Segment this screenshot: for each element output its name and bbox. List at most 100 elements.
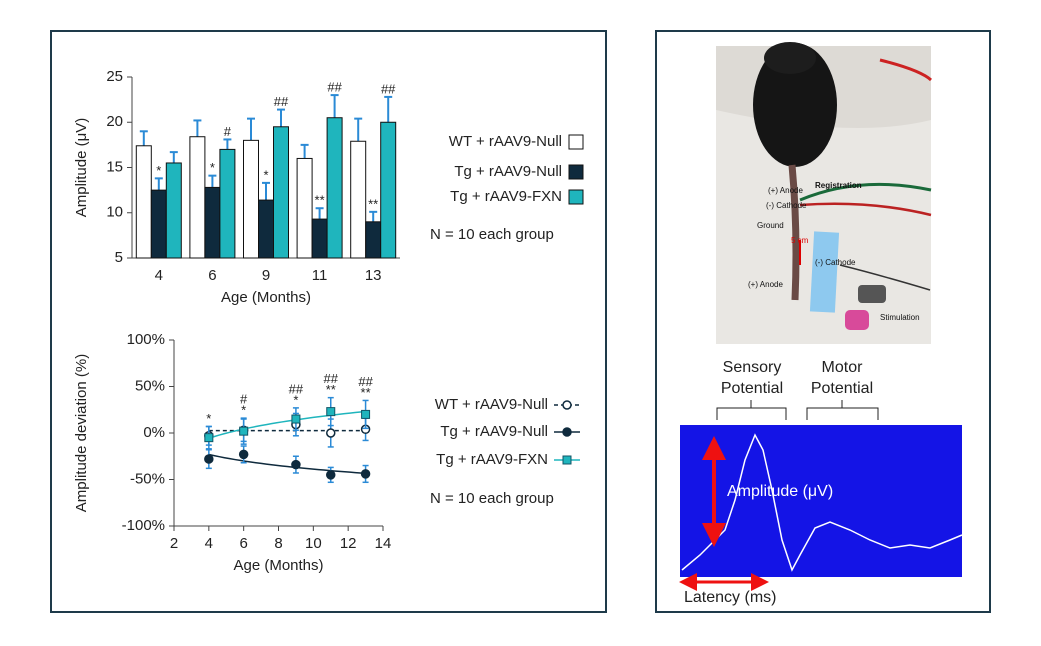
left-panel — [50, 30, 607, 613]
annotation: * — [293, 392, 298, 407]
bar — [219, 148, 236, 259]
bar — [189, 136, 206, 259]
legend-label: Tg + rAAV9-Null — [440, 423, 548, 440]
point — [361, 409, 371, 419]
annotation: ## — [324, 371, 339, 386]
annotation: * — [263, 167, 268, 182]
brace — [716, 400, 879, 420]
photo-label: Stimulation — [880, 313, 920, 322]
x-tick-label: 14 — [375, 535, 392, 552]
point — [239, 426, 249, 436]
y-tick-label: 0% — [143, 424, 165, 441]
legend-marker — [562, 400, 572, 410]
point — [326, 470, 336, 480]
bar — [165, 162, 182, 259]
y-tick-label: 20 — [106, 113, 123, 130]
point — [291, 414, 301, 424]
osc-label: Amplitude (μV) — [727, 483, 833, 500]
annotation: * — [241, 403, 246, 418]
bar — [296, 157, 313, 259]
bar — [326, 117, 343, 259]
y-tick-label: -100% — [122, 517, 165, 534]
bar — [311, 218, 328, 259]
bar — [135, 145, 152, 259]
trend-line — [208, 453, 366, 475]
legend-swatch — [568, 164, 584, 180]
legend-marker — [562, 427, 572, 437]
bar — [258, 199, 274, 259]
x-tick-label: 4 — [155, 267, 163, 284]
photo-label: (-) Cathode — [766, 201, 807, 210]
annotation: # — [240, 392, 248, 407]
point — [360, 469, 371, 479]
annotation: ** — [361, 385, 371, 400]
point — [326, 407, 336, 417]
point — [291, 459, 301, 470]
x-tick-label: 9 — [262, 267, 270, 284]
annotation: ## — [327, 80, 342, 95]
osc-label: Motor — [822, 359, 864, 376]
osc-label: Potential — [811, 380, 873, 397]
photo-label: (+) Anode — [748, 280, 783, 289]
bar — [350, 140, 367, 259]
annotation: * — [210, 160, 215, 175]
oscilloscope — [680, 425, 962, 577]
x-tick-label: 2 — [170, 535, 178, 552]
annotation: ** — [368, 196, 378, 211]
photo-label: (-) Cathode — [815, 258, 856, 267]
bar — [380, 121, 397, 259]
annotation: # — [224, 124, 232, 139]
bar — [273, 126, 289, 259]
point — [238, 449, 249, 460]
annotation: ## — [274, 94, 289, 109]
photo-label: 5 cm — [791, 236, 809, 245]
point — [204, 454, 214, 464]
annotation: ** — [315, 193, 325, 208]
x-axis-label: Age (Months) — [233, 557, 323, 574]
annotation: ## — [289, 381, 304, 396]
osc-label: Latency (ms) — [684, 589, 776, 606]
x-tick-label: 13 — [365, 267, 382, 284]
x-tick-label: 4 — [205, 535, 213, 552]
legend-label: WT + rAAV9-Null — [435, 396, 548, 413]
y-axis-label: Amplitude deviation (%) — [73, 354, 90, 512]
y-tick-label: 5 — [115, 249, 123, 266]
point — [326, 428, 336, 438]
legend-marker — [562, 455, 572, 465]
note: N = 10 each group — [430, 490, 554, 507]
x-tick-label: 6 — [239, 535, 247, 552]
trend-line — [208, 410, 366, 439]
photo-label: Ground — [757, 221, 784, 230]
legend-swatch — [568, 134, 584, 150]
x-axis-label: Age (Months) — [221, 289, 311, 306]
x-tick-label: 8 — [274, 535, 282, 552]
legend-label: WT + rAAV9-Null — [449, 133, 562, 150]
note: N = 10 each group — [430, 226, 554, 243]
annotation: ** — [326, 382, 336, 397]
bar — [204, 186, 221, 259]
y-tick-label: 10 — [106, 204, 123, 221]
legend-label: Tg + rAAV9-FXN — [450, 188, 562, 205]
trace — [681, 433, 963, 572]
y-tick-label: -50% — [130, 470, 165, 487]
photo — [716, 42, 933, 344]
legend-label: Tg + rAAV9-Null — [454, 163, 562, 180]
photo-label: (+) Anode — [768, 186, 803, 195]
osc-label: Sensory — [723, 359, 782, 376]
bar — [243, 139, 259, 259]
osc-label: Potential — [721, 380, 783, 397]
point — [204, 433, 214, 443]
bar — [365, 221, 382, 259]
annotation: ## — [358, 374, 373, 389]
annotation: * — [206, 411, 211, 426]
bar — [150, 189, 167, 259]
y-tick-label: 15 — [106, 158, 123, 175]
x-tick-label: 6 — [208, 267, 216, 284]
x-tick-label: 11 — [312, 267, 328, 284]
annotation: ## — [381, 81, 396, 96]
photo-label: Registration — [815, 181, 862, 190]
y-tick-label: 25 — [106, 68, 123, 85]
legend-label: Tg + rAAV9-FXN — [436, 451, 548, 468]
y-axis-label: Amplitude (μV) — [73, 118, 90, 218]
